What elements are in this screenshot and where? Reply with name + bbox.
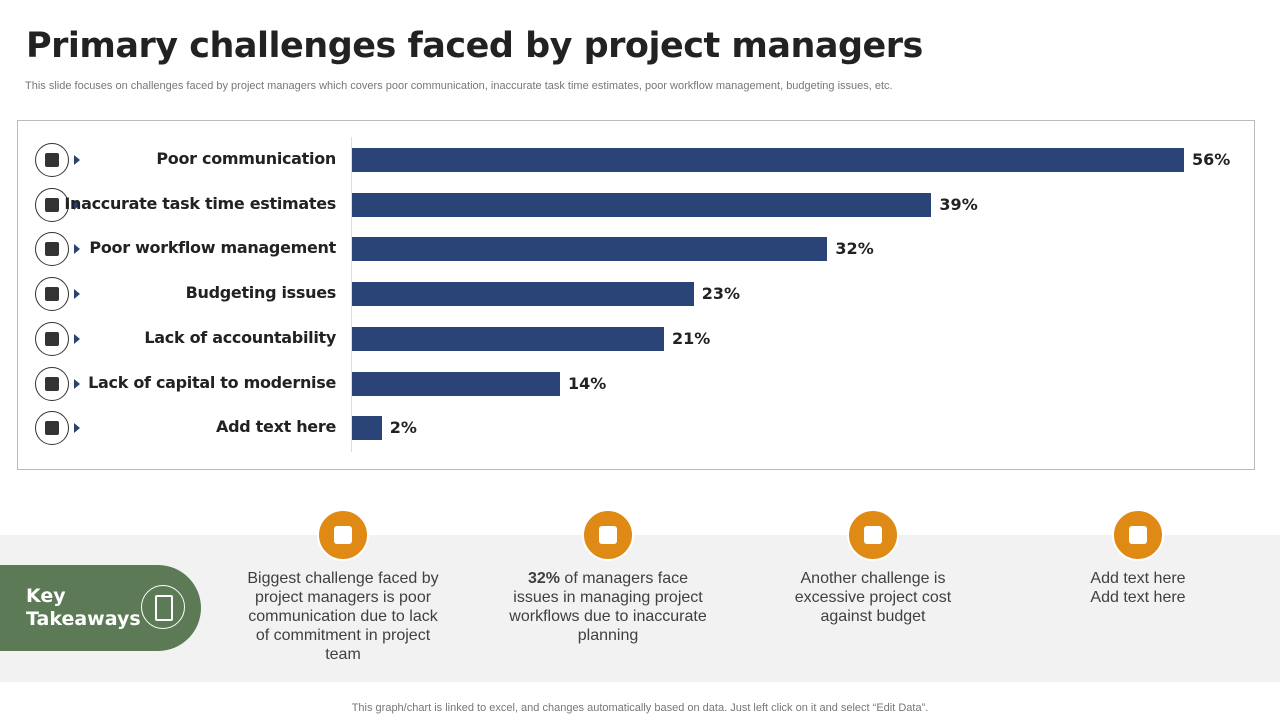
bar[interactable] [352,282,694,307]
data-label: 23% [701,284,740,304]
takeaway-text: 32% of managers face issues in managing … [508,569,708,645]
capital-hand-icon [35,366,69,401]
triangle-right-icon [74,333,80,344]
award-icon [35,232,69,267]
calendar-icon [35,187,69,222]
category-label: Inaccurate task time estimates [64,193,336,213]
data-label: 39% [939,194,978,214]
bar[interactable] [352,326,664,351]
data-label: 56% [1192,150,1231,169]
page-subtitle: This slide focuses on challenges faced b… [25,80,893,92]
notes-icon [141,585,185,629]
category-label: Lack of capital to modernise [88,372,336,392]
triangle-right-icon [74,423,80,434]
bar[interactable] [352,148,1184,172]
data-label: 14% [568,373,607,393]
category-label: Add text here [216,417,336,437]
page-title: Primary challenges faced by project mana… [26,26,923,66]
takeaway-text: Biggest challenge faced by project manag… [243,569,443,664]
triangle-right-icon [74,289,80,300]
stairs-climb-icon [317,509,369,561]
chart-cost-icon [847,509,899,561]
triangle-right-icon [74,378,80,389]
triangle-right-icon [74,199,80,210]
data-label: 21% [672,328,711,348]
budget-calculator-icon [35,277,69,312]
data-label: 2% [389,418,417,438]
key-takeaways-badge: Key Takeaways [0,565,201,651]
takeaway-body: Biggest challenge faced by project manag… [247,570,439,663]
takeaway-text: Add text here Add text here [1038,569,1238,607]
takeaway-body: Add text here Add text here [1090,570,1186,606]
takeaway-text: Another challenge is excessive project c… [773,569,973,626]
category-label: Lack of accountability [144,327,336,347]
bar[interactable] [352,371,560,396]
bar[interactable] [352,192,932,217]
category-label: Budgeting issues [185,283,337,303]
category-label: Poor workflow management [89,238,336,258]
triangle-right-icon [74,155,80,165]
data-label: 32% [835,239,874,259]
takeaway-highlight: 32% [527,570,560,587]
takeaways-label: Takeaways [26,608,141,630]
chart-axis [351,137,352,452]
clipboard-icon [1112,509,1164,561]
category-label: Poor communication [156,149,336,168]
chart-frame[interactable] [17,120,1255,470]
triangle-right-icon [74,244,80,255]
document-pen-icon [35,411,69,446]
takeaway-body: Another challenge is excessive project c… [794,570,952,625]
accountability-icon [35,321,69,356]
takeaways-band [0,535,1280,682]
person-question-icon [582,509,634,561]
footer-note: This graph/chart is linked to excel, and… [351,702,929,714]
takeaway-body: of managers face issues in managing proj… [509,570,707,644]
key-label: Key [26,585,66,607]
communication-icon [35,143,69,177]
bar[interactable] [352,237,828,262]
bar[interactable] [352,416,382,441]
